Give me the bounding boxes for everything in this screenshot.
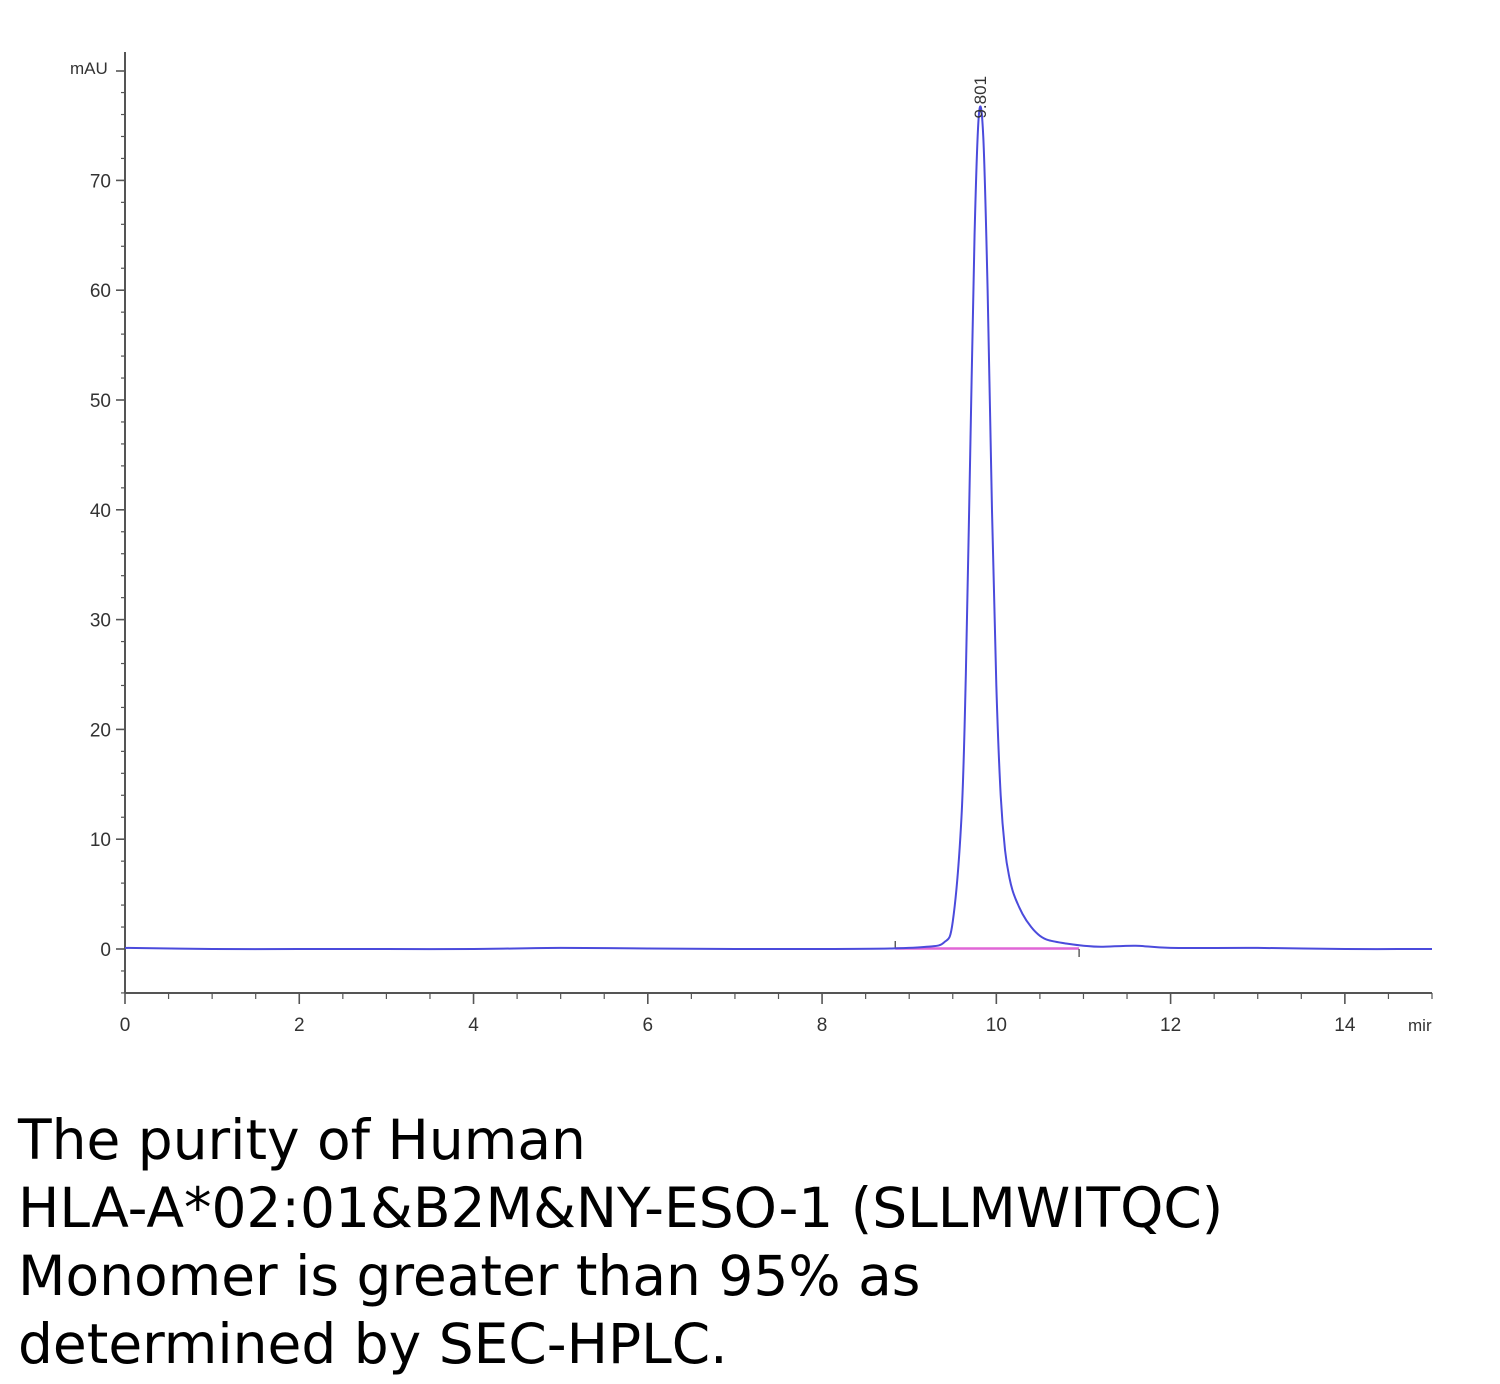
y-tick-label: 0 xyxy=(100,940,111,961)
y-axis-unit-label: mAU xyxy=(70,59,108,78)
x-axis-unit-label: mir xyxy=(1408,1016,1432,1035)
y-axis: 0 10 20 30 40 50 60 70 xyxy=(90,52,126,994)
x-axis: 0 2 4 6 8 10 12 14 xyxy=(120,992,1433,1036)
x-tick-label: 14 xyxy=(1334,1015,1356,1036)
caption-line: The purity of Human xyxy=(18,1108,586,1172)
x-tick-label: 4 xyxy=(468,1015,479,1036)
series-layer: 9.801 xyxy=(124,76,1433,957)
caption: The purity of Human HLA-A*02:01&B2M&NY-E… xyxy=(18,1106,1478,1378)
x-tick-label: 10 xyxy=(986,1015,1007,1036)
x-tick-label: 0 xyxy=(120,1015,131,1036)
y-tick-label: 30 xyxy=(90,611,111,632)
x-tick-label: 8 xyxy=(817,1015,828,1036)
x-tick-label: 12 xyxy=(1160,1015,1181,1036)
chromatogram-trace xyxy=(124,105,1433,951)
x-tick-label: 2 xyxy=(294,1015,305,1036)
peak-retention-label: 9.801 xyxy=(971,76,990,119)
chromatogram-chart: 0 10 20 30 40 50 60 70 0 2 4 6 8 10 12 14 9.801 mAU mi… xyxy=(70,52,1433,1036)
y-tick-label: 50 xyxy=(90,391,111,412)
y-tick-label: 40 xyxy=(90,501,111,522)
caption-line: determined by SEC-HPLC. xyxy=(18,1312,728,1376)
x-tick-label: 6 xyxy=(643,1015,654,1036)
y-tick-label: 20 xyxy=(90,720,111,741)
y-tick-label: 70 xyxy=(90,171,111,192)
y-tick-label: 60 xyxy=(90,281,111,302)
y-tick-label: 10 xyxy=(90,830,111,851)
caption-line: Monomer is greater than 95% as xyxy=(18,1244,921,1308)
caption-line: HLA-A*02:01&B2M&NY-ESO-1 (SLLMWITQC) xyxy=(18,1176,1224,1240)
